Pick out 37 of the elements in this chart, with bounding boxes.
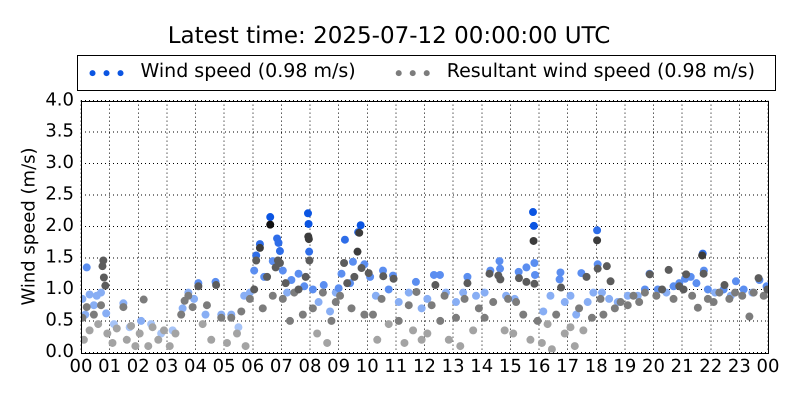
x-tick-label: 00 (70, 356, 92, 377)
x-tick-label: 08 (298, 356, 322, 377)
x-tick-label: 06 (241, 356, 264, 377)
y-tick-label: 1.0 (45, 278, 74, 300)
x-tick-label: 02 (126, 356, 150, 377)
y-tick-label: 0.5 (45, 310, 74, 331)
y-tick-label: 4.0 (45, 89, 74, 110)
x-tick-label: 23 (728, 356, 751, 377)
legend-label: Resultant wind speed (0.98 m/s) (446, 60, 755, 82)
x-tick-label: 20 (642, 356, 665, 377)
x-tick-label: 03 (155, 356, 178, 377)
x-tick-label: 15 (498, 356, 522, 377)
x-tick-label: 01 (98, 356, 122, 377)
x-tick-label: 12 (413, 356, 436, 377)
x-tick-label: 04 (184, 356, 207, 377)
x-tick-label: 11 (384, 356, 408, 377)
x-tick-label: 21 (670, 356, 694, 377)
x-tick-label: 17 (556, 356, 580, 377)
x-tick-label: 22 (699, 356, 722, 377)
y-tick-label: 3.0 (45, 152, 74, 174)
x-tick-label: 14 (470, 356, 494, 377)
x-tick-label: 10 (356, 356, 379, 377)
y-tick-label: 2.0 (45, 215, 74, 236)
x-tick-label: 09 (327, 356, 350, 377)
x-tick-label: 19 (613, 356, 636, 377)
x-tick-label: 07 (270, 356, 293, 377)
x-tick-label: 18 (584, 356, 608, 377)
x-tick-label: 00 (756, 356, 780, 377)
x-tick-label: 13 (442, 356, 465, 377)
x-tick-label: 16 (528, 356, 550, 377)
y-axis-title: Wind speed (m/s) (18, 147, 40, 306)
y-tick-label: 2.5 (45, 184, 74, 205)
x-tick-label: 05 (212, 356, 236, 377)
y-tick-label: 3.5 (45, 120, 74, 142)
chart-title: Latest time: 2025-07-12 00:00:00 UTC (168, 22, 610, 49)
legend-label: Wind speed (0.98 m/s) (140, 60, 356, 82)
y-tick-label: 1.5 (45, 246, 74, 268)
